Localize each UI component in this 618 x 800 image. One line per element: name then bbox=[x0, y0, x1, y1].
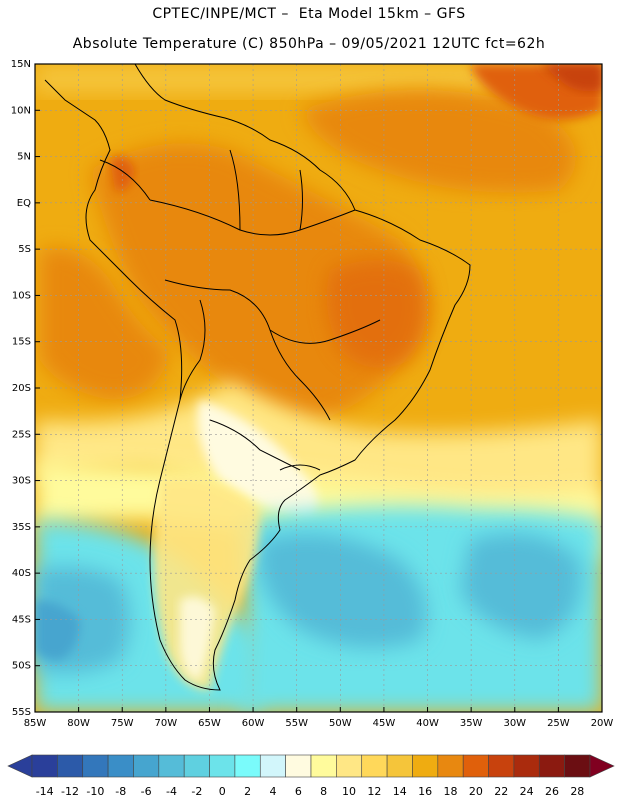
colorbar-tick-label: -14 bbox=[36, 785, 54, 798]
lon-label-45w: 45W bbox=[373, 718, 396, 729]
colorbar-swatch bbox=[538, 754, 565, 778]
longitude-labels: 85W 80W 75W 70W 65W 60W 55W 50W 45W 40W 35W 30W 25W 2… bbox=[24, 707, 614, 729]
colorbar-tick-label: 12 bbox=[367, 785, 381, 798]
colorbar-tick-label: 10 bbox=[342, 785, 356, 798]
lat-lon-graticule bbox=[35, 64, 602, 712]
colorbar-tick-label: -4 bbox=[166, 785, 177, 798]
colorbar-tick-labels: -14 -12 -10 -8 -6 -4 -2 0 2 4 6 8 10 12 14 16 18 20 22 24 26… bbox=[36, 785, 585, 798]
colorbar-tick-label: -6 bbox=[141, 785, 152, 798]
lat-label-15n: 15N bbox=[11, 59, 31, 70]
colorbar-swatch bbox=[386, 754, 413, 778]
map-title-line1: CPTEC/INPE/MCT – Eta Model 15km – GFS bbox=[152, 6, 466, 22]
colorbar-tick-label: -8 bbox=[115, 785, 126, 798]
colorbar-tick-label: 20 bbox=[469, 785, 483, 798]
lon-label-60w: 60W bbox=[242, 718, 265, 729]
lat-label-10s: 10S bbox=[12, 290, 31, 301]
colorbar-tick-label: -12 bbox=[61, 785, 79, 798]
colorbar-tick-label: 18 bbox=[444, 785, 458, 798]
colorbar-tick-label: 6 bbox=[295, 785, 302, 798]
lon-label-50w: 50W bbox=[329, 718, 352, 729]
colorbar-swatch bbox=[133, 754, 160, 778]
colorbar-swatch bbox=[234, 754, 261, 778]
colorbar-tick-label: 8 bbox=[320, 785, 327, 798]
lat-label-5s: 5S bbox=[18, 244, 31, 255]
colorbar-tick-label: -10 bbox=[86, 785, 104, 798]
colorbar-swatch bbox=[361, 754, 388, 778]
colorbar-swatch bbox=[31, 754, 58, 778]
temperature-field bbox=[35, 64, 602, 712]
lon-label-25w: 25W bbox=[547, 718, 570, 729]
lat-label-35s: 35S bbox=[12, 522, 31, 533]
lon-label-70w: 70W bbox=[155, 718, 178, 729]
lat-label-eq: EQ bbox=[17, 198, 31, 209]
lon-label-40w: 40W bbox=[416, 718, 439, 729]
latitude-labels: 15N 10N 5N EQ 5S 10S 15S 20S 25S 30S 35S 40S 45S 50S 5… bbox=[11, 59, 40, 718]
colorbar-min-arrow bbox=[7, 754, 33, 778]
colorbar-swatch bbox=[462, 754, 489, 778]
lat-label-10n: 10N bbox=[11, 105, 31, 116]
lon-label-55w: 55W bbox=[285, 718, 308, 729]
lon-label-30w: 30W bbox=[503, 718, 526, 729]
map-title-line2: Absolute Temperature (C) 850hPa – 09/05/… bbox=[72, 36, 546, 52]
colorbar-swatch bbox=[285, 754, 312, 778]
colorbar-swatch bbox=[107, 754, 134, 778]
colorbar-swatch bbox=[564, 754, 591, 778]
lon-label-85w: 85W bbox=[24, 718, 47, 729]
lat-label-20s: 20S bbox=[12, 383, 31, 394]
lat-label-40s: 40S bbox=[12, 568, 31, 579]
colorbar-swatch bbox=[336, 754, 363, 778]
lon-label-65w: 65W bbox=[198, 718, 221, 729]
colorbar-max-arrow bbox=[589, 754, 615, 778]
colorbar-swatch bbox=[82, 754, 109, 778]
colorbar-tick-label: 4 bbox=[269, 785, 276, 798]
colorbar-swatch bbox=[209, 754, 236, 778]
colorbar-swatch bbox=[488, 754, 515, 778]
temperature-colorbar bbox=[7, 754, 615, 778]
lat-label-55s: 55S bbox=[12, 707, 31, 718]
lat-label-50s: 50S bbox=[12, 661, 31, 672]
colorbar-swatch bbox=[412, 754, 439, 778]
lat-label-15s: 15S bbox=[12, 337, 31, 348]
continent-outline bbox=[44, 63, 471, 691]
colorbar-swatch bbox=[57, 754, 84, 778]
lat-label-45s: 45S bbox=[12, 614, 31, 625]
lat-label-5n: 5N bbox=[17, 152, 31, 163]
lon-label-80w: 80W bbox=[67, 718, 90, 729]
colorbar-tick-label: 24 bbox=[520, 785, 534, 798]
lat-label-30s: 30S bbox=[12, 476, 31, 487]
lon-label-35w: 35W bbox=[460, 718, 483, 729]
lon-label-75w: 75W bbox=[111, 718, 134, 729]
colorbar-tick-label: 28 bbox=[570, 785, 584, 798]
colorbar-tick-label: 14 bbox=[393, 785, 407, 798]
colorbar-tick-label: 0 bbox=[219, 785, 226, 798]
colorbar-tick-label: 2 bbox=[244, 785, 251, 798]
colorbar-swatch bbox=[310, 754, 337, 778]
colorbar-tick-label: 26 bbox=[545, 785, 559, 798]
colorbar-swatch bbox=[259, 754, 286, 778]
lon-label-20w: 20W bbox=[591, 718, 614, 729]
colorbar-tick-label: -2 bbox=[191, 785, 202, 798]
lat-label-25s: 25S bbox=[12, 429, 31, 440]
colorbar-swatch bbox=[158, 754, 185, 778]
colorbar-tick-label: 22 bbox=[494, 785, 508, 798]
colorbar-swatch bbox=[183, 754, 210, 778]
colorbar-swatch bbox=[513, 754, 540, 778]
colorbar-tick-label: 16 bbox=[418, 785, 432, 798]
colorbar-swatch bbox=[437, 754, 464, 778]
